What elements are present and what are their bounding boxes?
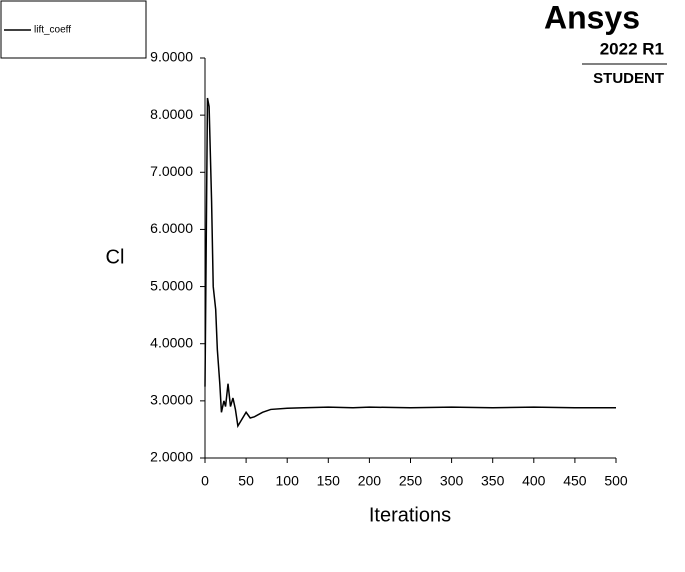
version: 2022 R1 [600, 39, 664, 58]
y-tick-label: 3.0000 [150, 392, 193, 408]
y-tick-label: 6.0000 [150, 220, 193, 236]
x-tick-label: 200 [358, 473, 382, 489]
y-tick-label: 4.0000 [150, 334, 193, 350]
x-tick-label: 50 [238, 473, 254, 489]
brand: Ansys [544, 0, 640, 35]
data-line [204, 97, 616, 429]
x-tick-label: 100 [276, 473, 300, 489]
x-tick-label: 150 [317, 473, 341, 489]
x-tick-label: 350 [481, 473, 505, 489]
x-tick-label: 300 [440, 473, 464, 489]
y-tick-label: 7.0000 [150, 163, 193, 179]
y-tick-label: 5.0000 [150, 277, 193, 293]
y-tick-label: 2.0000 [150, 449, 193, 465]
x-axis-label: Iterations [369, 504, 451, 526]
y-tick-label: 9.0000 [150, 49, 193, 65]
x-tick-label: 450 [563, 473, 587, 489]
legend-label: lift_coeff [34, 25, 71, 36]
y-axis-label: Cl [106, 246, 125, 268]
x-tick-label: 500 [604, 473, 628, 489]
y-tick-label: 8.0000 [150, 106, 193, 122]
edition: STUDENT [593, 70, 664, 87]
x-tick-label: 0 [201, 473, 209, 489]
x-tick-label: 400 [522, 473, 546, 489]
x-tick-label: 250 [399, 473, 423, 489]
